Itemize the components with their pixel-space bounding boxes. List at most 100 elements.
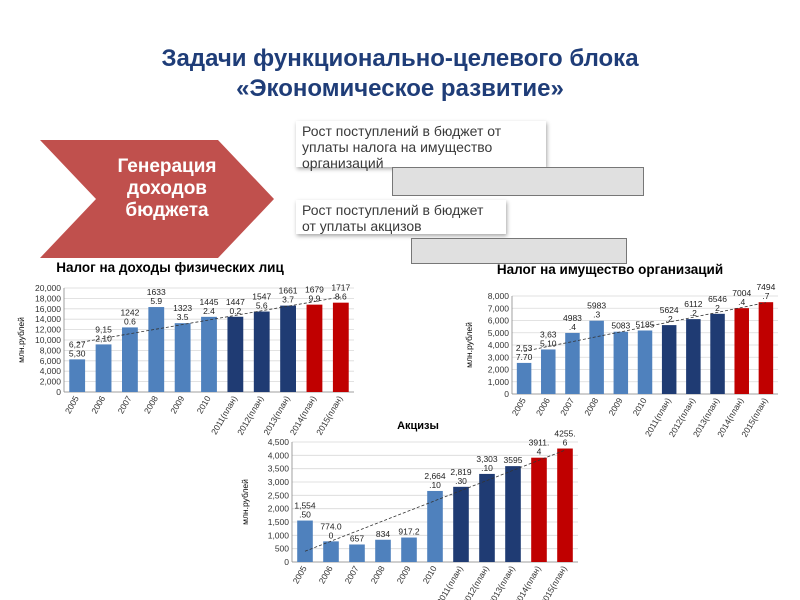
y-tick-label: 6,000	[488, 316, 510, 326]
data-label: .4	[738, 297, 745, 307]
y-tick-label: 5,000	[488, 328, 510, 338]
y-tick-label: 3,000	[268, 477, 290, 487]
bar	[375, 539, 391, 562]
x-tick-label: 2007	[116, 394, 134, 416]
bar	[280, 305, 296, 392]
y-tick-label: 0	[56, 387, 61, 397]
data-label: 917.2	[398, 527, 420, 537]
y-tick-label: 1,500	[268, 517, 290, 527]
data-label: 6546	[708, 294, 727, 304]
data-label: 2,53	[516, 343, 533, 353]
y-axis-label: млн.рублей	[464, 322, 474, 368]
data-label: .7	[762, 291, 769, 301]
data-label: 1633	[147, 287, 166, 297]
y-tick-label: 12,000	[35, 325, 61, 335]
data-label: 6	[563, 438, 568, 448]
y-tick-label: 8,000	[40, 345, 62, 355]
data-label: 5624	[660, 305, 679, 315]
y-axis-label: млн.рублей	[240, 479, 250, 525]
data-label: 9.9	[309, 294, 321, 304]
bar	[505, 466, 521, 562]
data-label: 3,303	[476, 454, 498, 464]
data-label: 4255.	[554, 429, 575, 439]
data-label: 3911.	[529, 438, 550, 448]
chart-property-tax: Налог на имущество организаций 0 1,000 2,00…	[464, 262, 778, 439]
data-label: .30	[455, 476, 467, 486]
bar	[227, 316, 244, 392]
y-tick-label: 500	[275, 544, 289, 554]
trend-line	[304, 449, 566, 552]
data-label: .10	[429, 480, 441, 490]
data-label: 3595	[504, 455, 523, 465]
placeholder-bar	[392, 167, 644, 196]
data-label: 1717	[331, 283, 350, 293]
data-label: 5185	[636, 319, 655, 329]
y-tick-label: 6,000	[40, 356, 62, 366]
bar	[69, 359, 86, 392]
y-tick-label: 1,000	[488, 377, 510, 387]
bar	[427, 490, 443, 562]
data-label: 3.5	[177, 312, 189, 322]
y-tick-label: 2,000	[40, 377, 62, 387]
y-tick-label: 18,000	[35, 293, 61, 303]
chart-personal-income-tax: Налог на доходы физических лиц 02,0004,00…	[16, 260, 354, 437]
x-tick-label: 2006	[89, 394, 107, 416]
data-label: 1547	[252, 292, 271, 302]
bar	[306, 304, 323, 392]
data-label: 5.6	[256, 301, 268, 311]
bar	[174, 323, 191, 392]
bar	[148, 307, 165, 392]
data-label: .2	[690, 308, 697, 318]
data-label: 5,30	[69, 348, 86, 358]
y-tick-label: 20,000	[35, 283, 61, 293]
data-label: .50	[299, 510, 311, 520]
data-label: 6112	[684, 299, 703, 309]
x-tick-label: 2007	[343, 564, 361, 586]
data-label: 4983	[563, 313, 582, 323]
y-tick-label: 4,000	[488, 340, 510, 350]
bar	[95, 344, 112, 392]
x-tick-label: 2010	[421, 564, 439, 586]
bar	[453, 486, 469, 562]
bar	[589, 320, 604, 394]
bar	[516, 362, 532, 394]
bar	[557, 448, 573, 562]
bar	[637, 330, 653, 394]
bar	[613, 331, 629, 394]
x-tick-label: 2006	[534, 396, 552, 418]
chart-title: Акцизы	[397, 420, 439, 432]
data-label: 4	[537, 447, 542, 457]
y-tick-label: 8,000	[488, 291, 510, 301]
y-tick-label: 0	[504, 389, 509, 399]
bar	[297, 520, 313, 562]
x-tick-label: 2005	[63, 394, 81, 416]
data-label: 9,15	[95, 324, 112, 334]
bar	[201, 316, 217, 392]
data-label: 1,554	[294, 501, 316, 511]
slide-title: Задачи функционально-целевого блока «Эко…	[60, 44, 740, 104]
data-label: 5983	[587, 301, 606, 311]
data-label: 1323	[173, 303, 192, 313]
data-label: 0	[329, 530, 334, 540]
bar	[253, 311, 270, 392]
data-label: 1679	[305, 285, 324, 295]
data-label: 2,664	[424, 471, 446, 481]
y-tick-label: 16,000	[35, 304, 61, 314]
chart-excise: Акцизы 0 500 1,000 1,500 2,000 2,500 3,000 3,500…	[240, 420, 578, 600]
x-tick-label: 2006	[317, 564, 335, 586]
data-label: .10	[481, 463, 493, 473]
y-axis-label: млн.рублей	[16, 317, 26, 363]
data-label: 1445	[200, 297, 219, 307]
y-tick-label: 2,000	[268, 504, 290, 514]
y-tick-label: 4,500	[268, 437, 290, 447]
info-box-text: Рост поступлений в бюджет от уплаты нало…	[302, 123, 502, 171]
data-label: 5.9	[150, 296, 162, 306]
x-tick-label: 2015(план)	[538, 564, 569, 600]
arrow-label-line: доходов	[127, 178, 207, 199]
data-label: 834	[376, 529, 390, 539]
placeholder-bar	[411, 238, 627, 264]
y-tick-label: 7,000	[488, 303, 510, 313]
bar	[349, 544, 365, 562]
data-label: 6,27	[69, 339, 86, 349]
data-label: 5.10	[540, 338, 557, 348]
